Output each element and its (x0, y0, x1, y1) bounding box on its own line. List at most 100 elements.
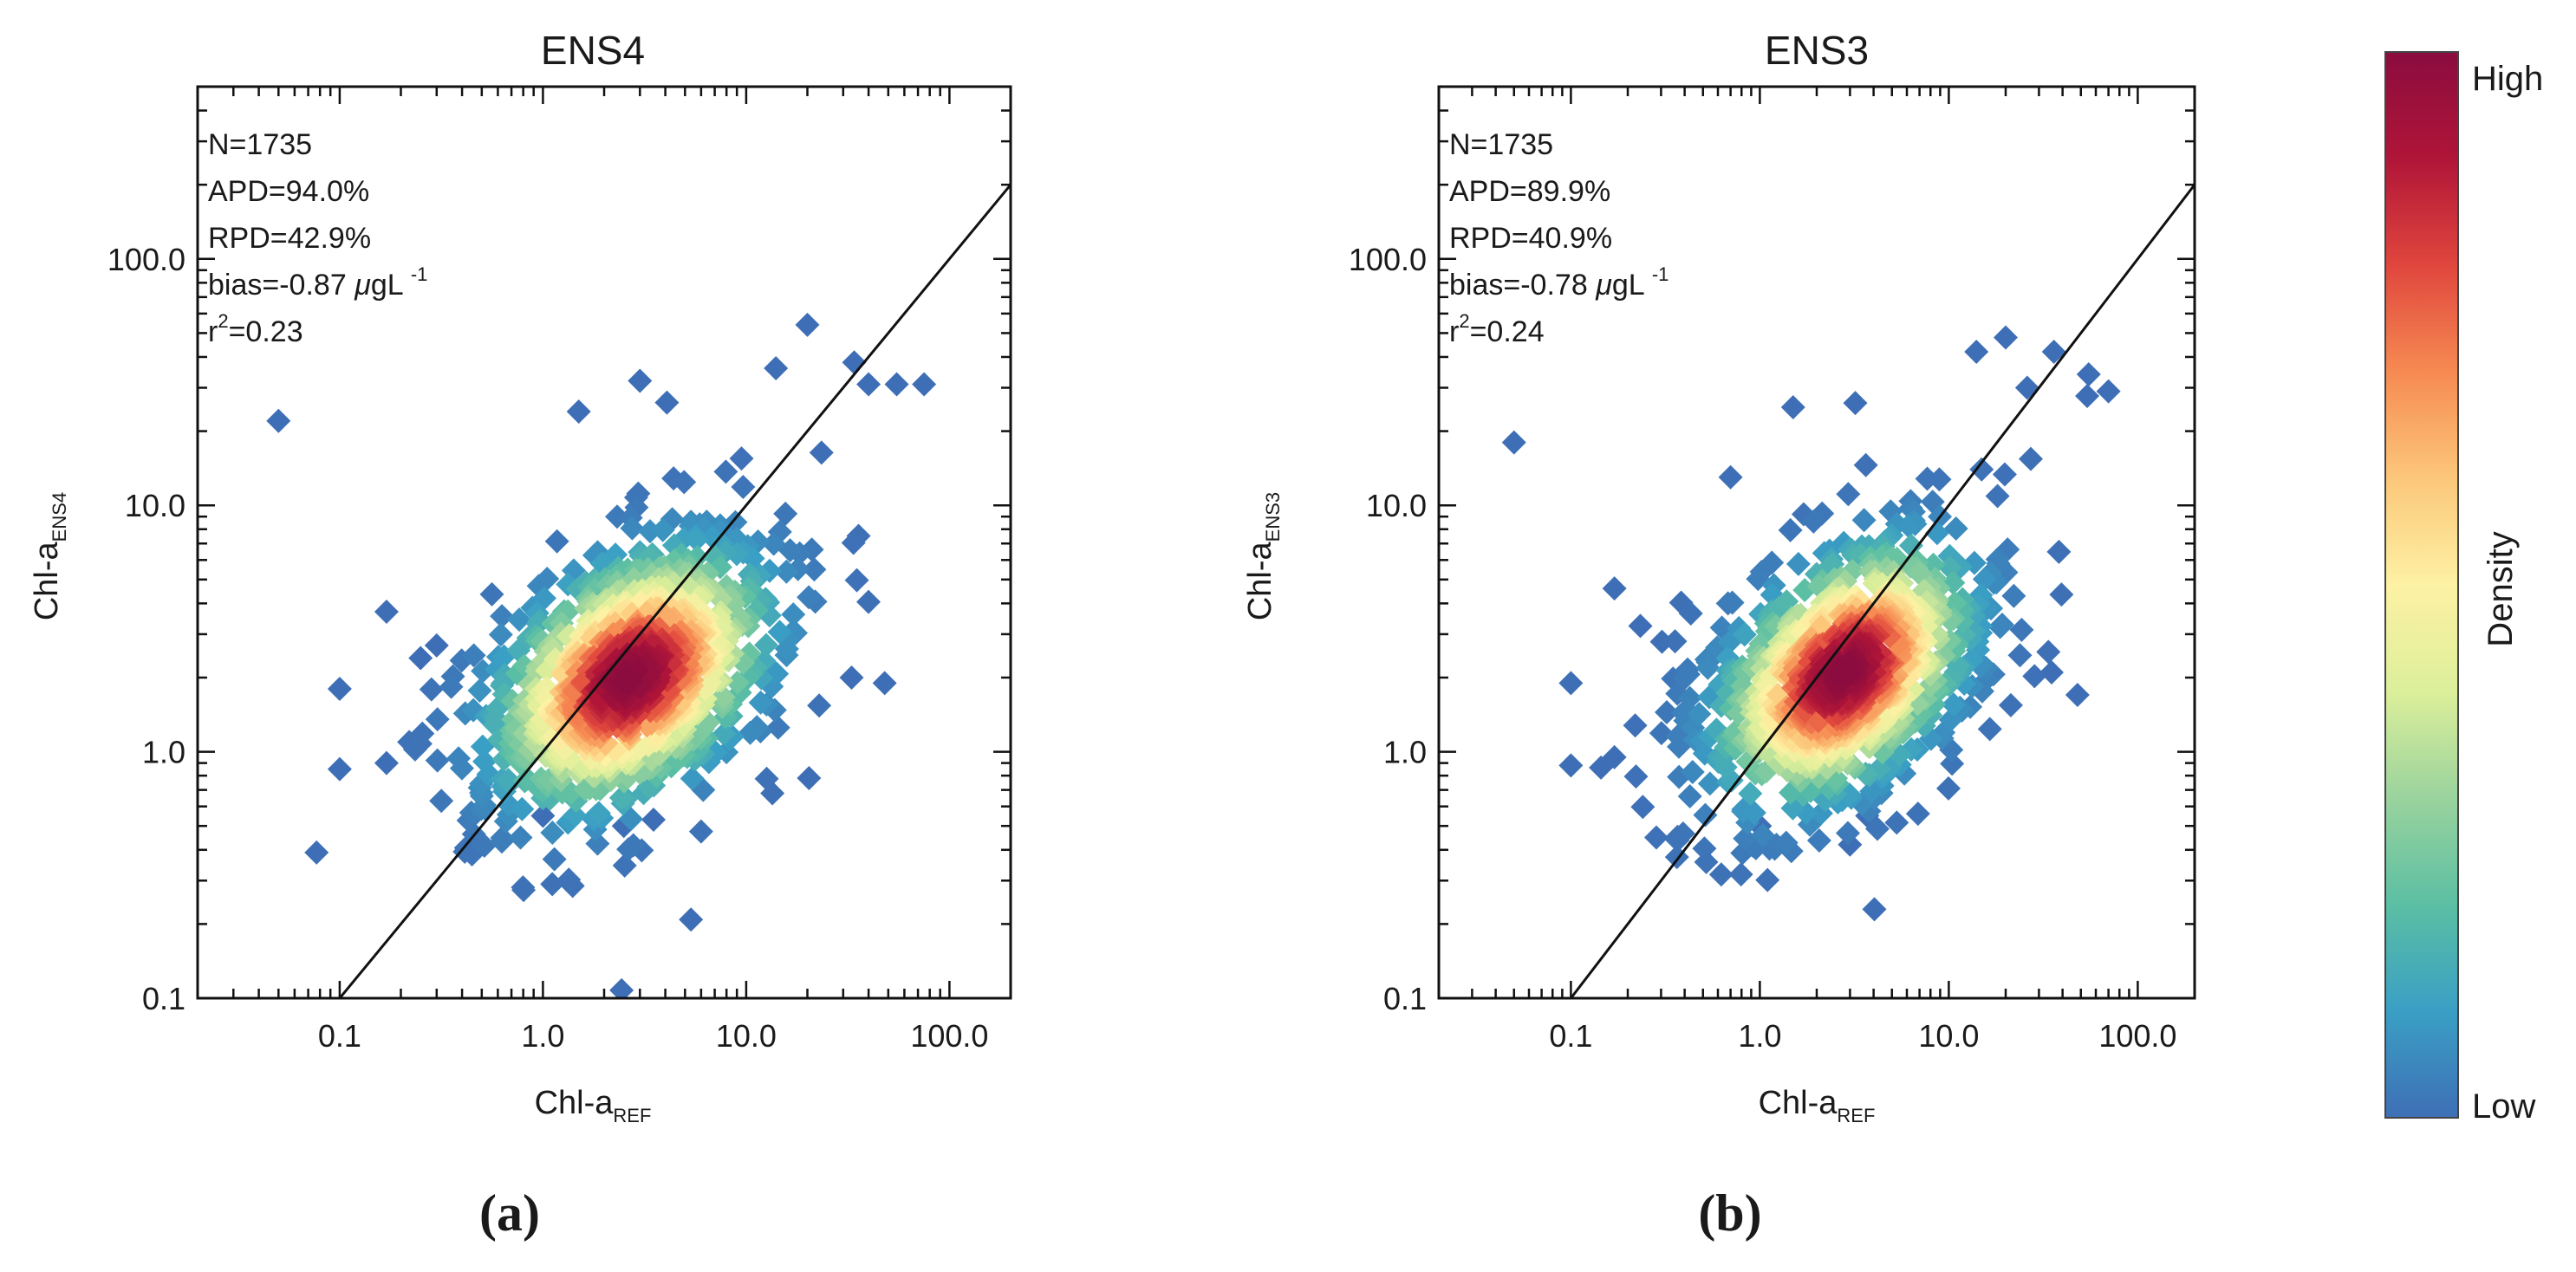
a-data-point (304, 840, 329, 865)
a-data-point (654, 390, 680, 415)
a-data-point (884, 372, 909, 397)
a-y-tick-label: 1.0 (142, 735, 185, 770)
panel-b-xlabel: Chl-aREF (1759, 1085, 1876, 1126)
b-data-point (1623, 713, 1648, 738)
b-data-point (1732, 622, 1757, 647)
a-data-point (765, 715, 790, 740)
b-data-point (1623, 764, 1649, 789)
b-data-point (2049, 582, 2074, 607)
panel-b-stats: N=1735 APD=89.9% RPD=40.9% bias=-0.78 μg… (1449, 128, 1669, 348)
a-data-point (410, 721, 435, 746)
a-data-point (781, 602, 806, 627)
a-x-tick-label: 1.0 (521, 1018, 564, 1054)
a-data-point (748, 690, 773, 715)
b-data-point (2018, 446, 2043, 471)
a-data-point (479, 581, 504, 607)
b-data-point (1630, 795, 1656, 820)
panel-a-stats: N=1735 APD=94.0% RPD=42.9% bias=-0.87 μg… (208, 128, 427, 348)
b-data-point (1801, 509, 1826, 534)
a-data-point (510, 796, 535, 821)
a-data-point (605, 504, 630, 529)
panel-b-title: ENS3 (1765, 28, 1869, 73)
a-data-point (472, 749, 498, 774)
b-data-point (1693, 802, 1718, 827)
b-data-point (1851, 508, 1877, 533)
b-data-point (1843, 391, 1868, 416)
b-data-point (2007, 643, 2033, 668)
a-data-point (872, 671, 897, 696)
b-data-point (1905, 801, 1930, 827)
b-data-point (1692, 836, 1717, 861)
panel-a-xlabel: Chl-aREF (535, 1085, 652, 1126)
b-data-point (1972, 567, 1997, 592)
b-data-point (1994, 325, 2018, 350)
b-y-tick-label: 1.0 (1383, 735, 1427, 770)
a-data-point (650, 517, 675, 542)
a-data-point (841, 530, 866, 555)
panel-b-stat-n: N=1735 (1449, 128, 1553, 161)
b-data-point (1778, 517, 1803, 542)
b-y-tick-label: 10.0 (1366, 488, 1427, 523)
b-data-point (1750, 822, 1775, 847)
b-data-point (1985, 483, 2010, 509)
density-colorbar: High Low Density (2384, 51, 2543, 1126)
b-data-point (1741, 801, 1766, 826)
b-data-point (1649, 721, 1674, 746)
a-data-point (620, 516, 645, 541)
panel-a-points (266, 312, 937, 998)
a-data-point (809, 440, 834, 465)
a-data-point (761, 531, 786, 556)
a-data-point (764, 355, 789, 380)
b-data-point (1786, 551, 1811, 576)
b-data-point (1853, 452, 1878, 477)
b-data-point (1677, 784, 1702, 809)
scatter-panel-a: ENS4 0.1 1.0 10.0 100.0 0.1 1.0 10.0 100.0 N=17… (29, 28, 1012, 1242)
a-data-point (608, 785, 634, 810)
a-x-tick-label: 100.0 (910, 1018, 988, 1054)
b-data-point (1708, 862, 1734, 887)
a-x-tick-label: 10.0 (716, 1018, 777, 1054)
b-data-point (1755, 867, 1780, 892)
b-data-point (1915, 466, 1940, 491)
b-data-point (2009, 617, 2034, 642)
b-data-point (1643, 825, 1669, 850)
a-data-point (684, 528, 709, 553)
panel-a-stat-bias: bias=-0.87 μgL -1 (208, 263, 427, 302)
b-data-point (1964, 339, 1989, 364)
a-data-point (449, 756, 474, 781)
a-data-point (731, 474, 756, 499)
b-y-tick-label: 0.1 (1383, 981, 1427, 1016)
panel-a-ylabel: Chl-aENS4 (29, 492, 70, 620)
b-data-point (1998, 692, 2023, 717)
a-data-point (266, 408, 291, 433)
panel-b-stat-bias: bias=-0.78 μgL -1 (1449, 263, 1669, 302)
panel-b-stat-apd: APD=89.9% (1449, 175, 1610, 208)
b-data-point (1675, 662, 1701, 687)
a-data-point (609, 977, 634, 998)
a-data-point (439, 674, 464, 699)
a-data-point (754, 766, 779, 791)
a-data-point (912, 372, 937, 397)
a-data-point (327, 756, 352, 782)
colorbar-high-label: High (2472, 60, 2543, 98)
a-data-point (688, 819, 713, 844)
a-data-point (621, 833, 646, 858)
b-data-point (1718, 464, 1743, 490)
b-data-point (1680, 760, 1705, 785)
a-data-point (566, 399, 591, 425)
a-data-point (767, 620, 792, 645)
a-data-point (672, 470, 697, 495)
b-data-point (1773, 830, 1799, 855)
b-data-point (1558, 671, 1584, 696)
a-data-point (467, 678, 492, 704)
b-data-point (1687, 702, 1712, 727)
b-data-point (2039, 659, 2064, 685)
a-y-tick-label: 0.1 (142, 981, 185, 1016)
panel-a-stat-rpd: RPD=42.9% (208, 222, 371, 255)
panel-b-ticks: 0.1 1.0 10.0 100.0 0.1 1.0 10.0 100.0 (1349, 85, 2196, 1054)
a-data-point (488, 622, 513, 647)
a-data-point (556, 867, 582, 892)
b-data-point (1780, 395, 1805, 420)
b-data-point (2014, 375, 2039, 400)
a-data-point (616, 665, 641, 690)
